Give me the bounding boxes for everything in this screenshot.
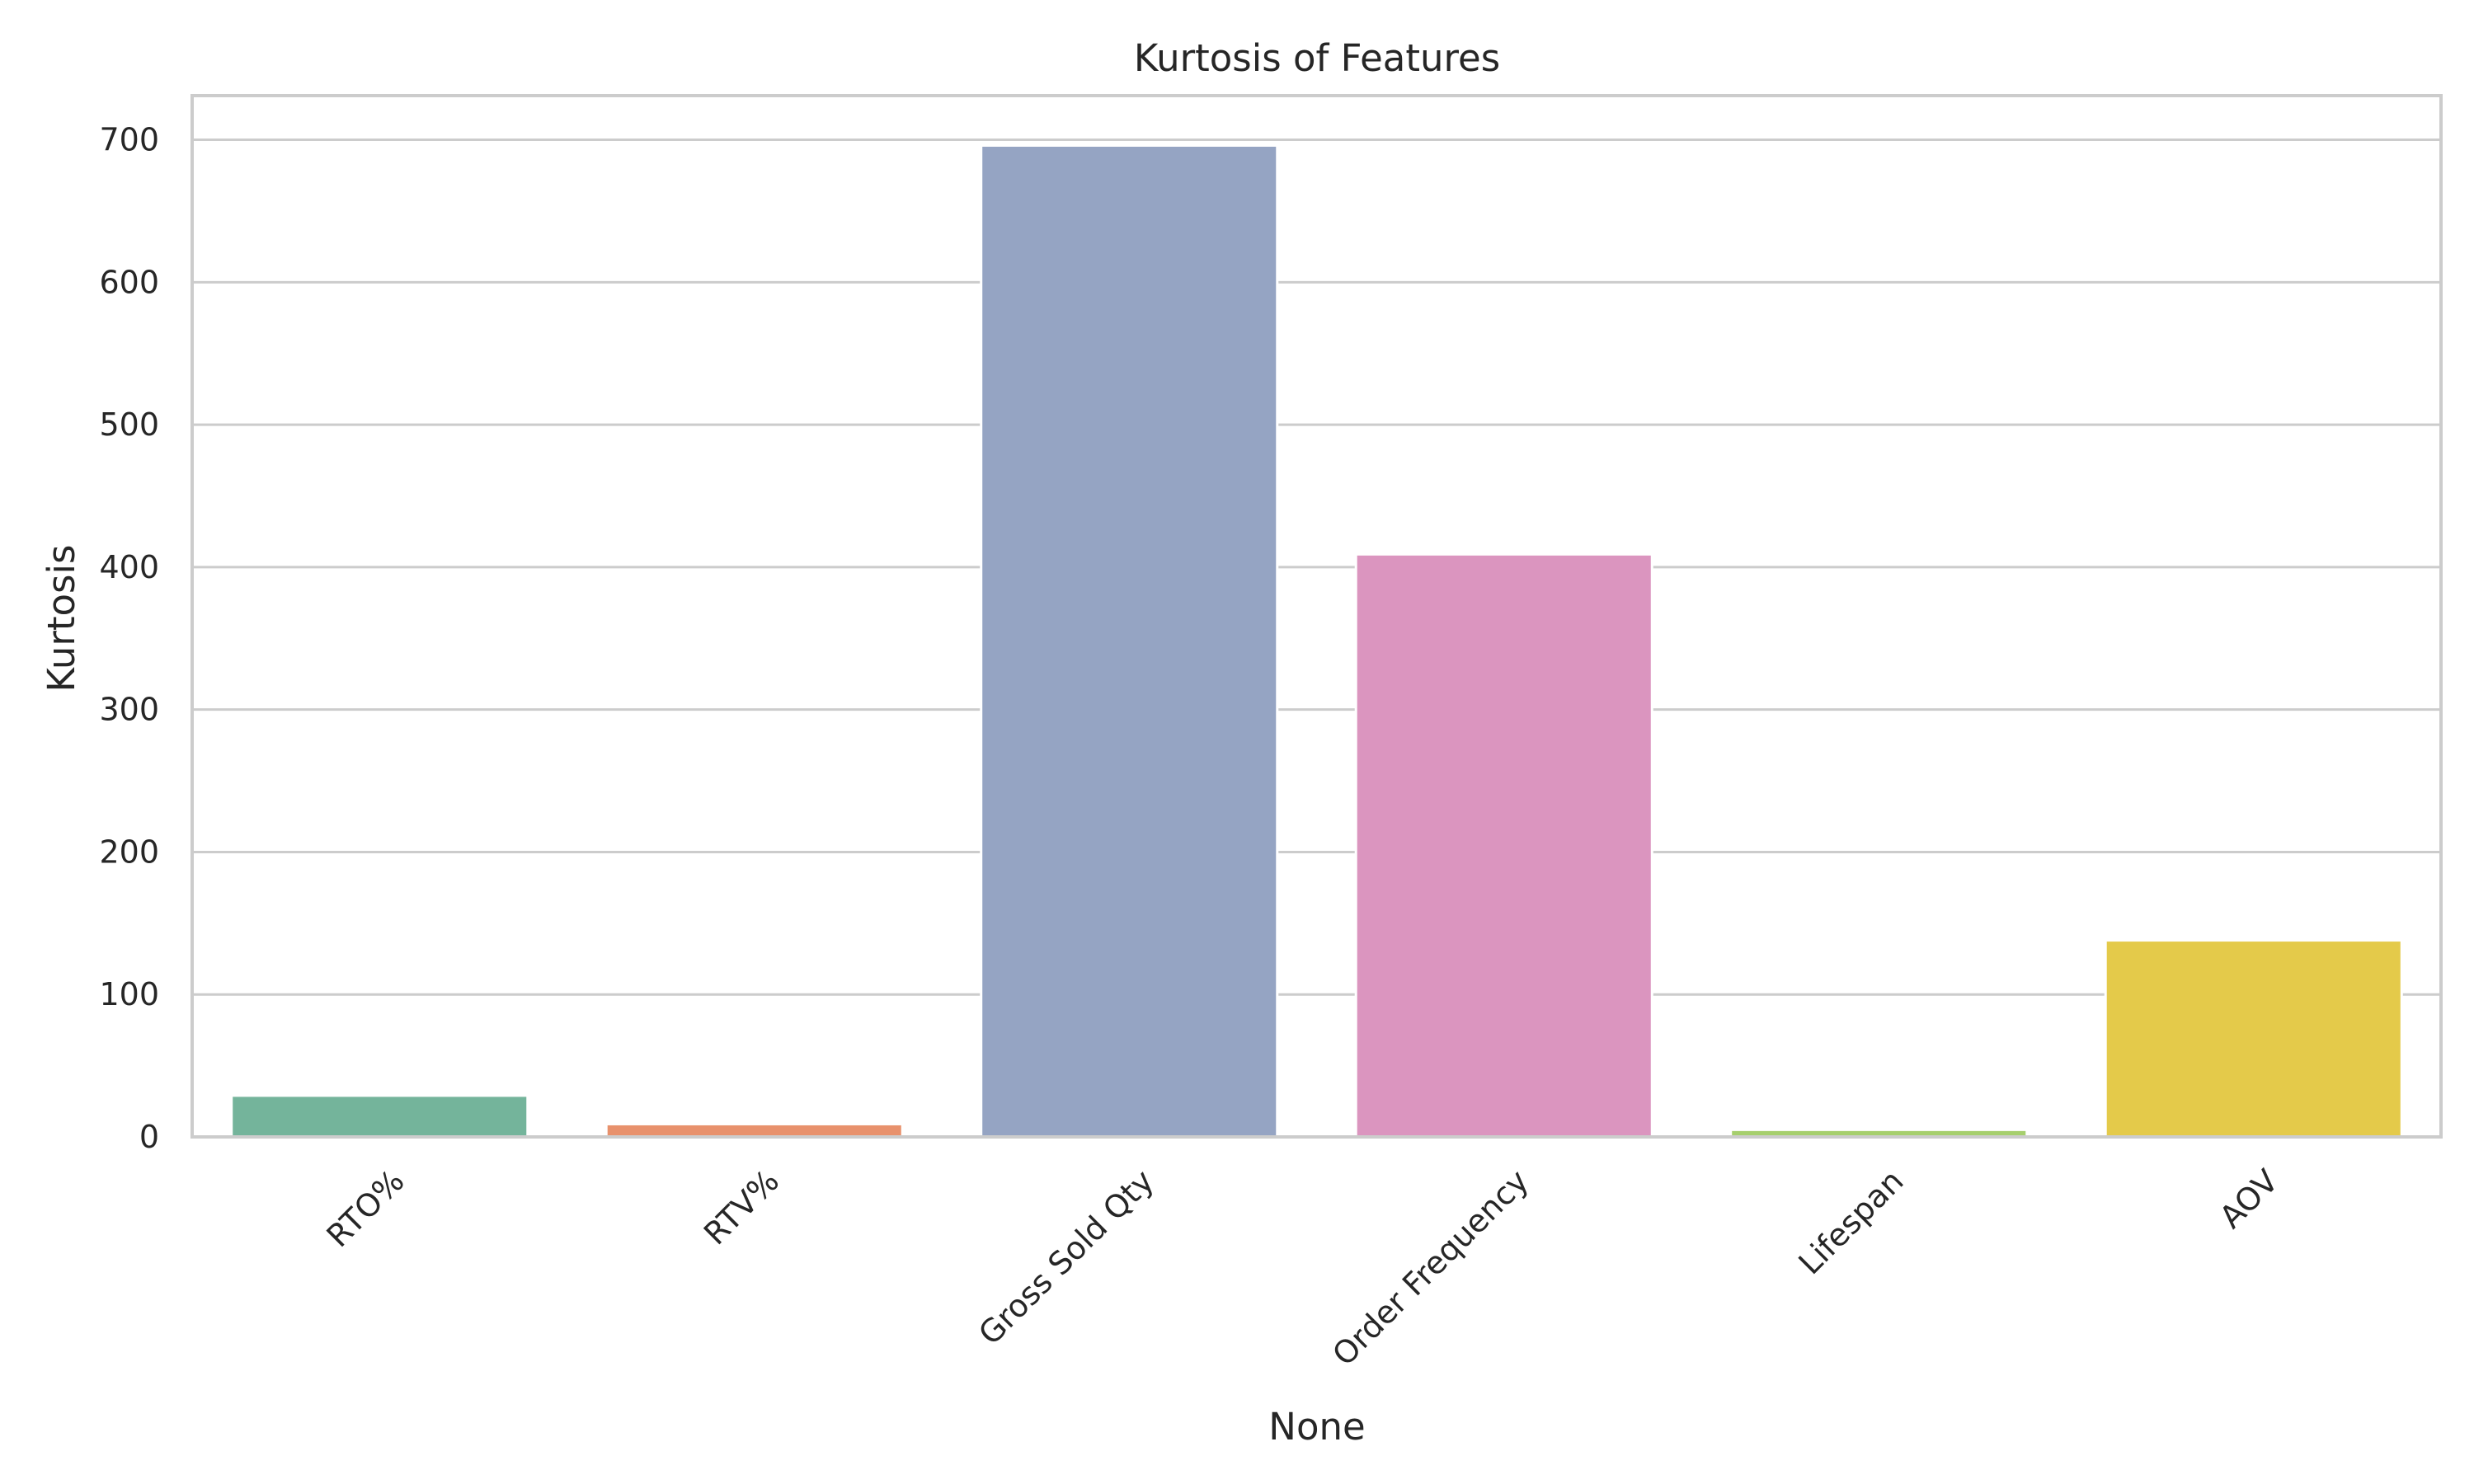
gridlines: [192, 139, 2441, 1139]
y-tick-label: 500: [99, 406, 159, 443]
bar: [1354, 552, 1653, 1139]
y-tick-label: 0: [139, 1119, 159, 1155]
bar: [980, 143, 1279, 1139]
chart-title: Kurtosis of Features: [1134, 36, 1500, 80]
bars: [230, 143, 2403, 1139]
y-tick-label: 600: [99, 264, 159, 300]
y-tick-label: 700: [99, 122, 159, 158]
y-tick-label: 100: [99, 976, 159, 1012]
x-tick-label: Order Frequency: [1325, 1162, 1536, 1373]
y-tick-label: 200: [99, 834, 159, 870]
y-tick-label: 300: [99, 692, 159, 728]
x-tick-label: Gross Sold Qty: [971, 1162, 1161, 1352]
y-axis-label: Kurtosis: [40, 545, 83, 693]
x-tick-labels: RTO% RTV% Gross Sold Qty Order Frequency Lif…: [320, 1162, 2285, 1373]
plot-frame: [190, 94, 2443, 1139]
bar: [2104, 939, 2403, 1139]
x-tick-label: RTV%: [697, 1162, 786, 1252]
x-tick-label: AOV: [2213, 1162, 2285, 1235]
x-tick-label: Lifespan: [1792, 1162, 1911, 1281]
bar: [604, 1122, 904, 1139]
y-tick-label: 400: [99, 549, 159, 585]
x-axis-label: None: [1268, 1405, 1365, 1449]
y-tick-labels: 0 100 200 300 400 500 600 700: [99, 122, 159, 1155]
bar: [230, 1094, 529, 1139]
x-tick-label: RTO%: [320, 1162, 412, 1254]
